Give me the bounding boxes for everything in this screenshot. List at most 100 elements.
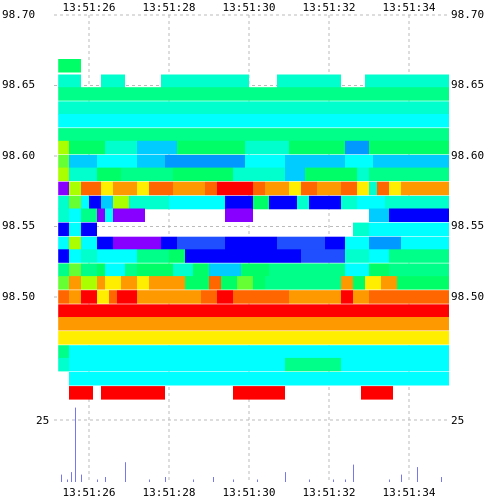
- heatmap-cell: [277, 236, 325, 251]
- y-tick-label-right: 98.50: [451, 290, 484, 303]
- heatmap-cell: [357, 181, 369, 196]
- heatmap-cell: [401, 236, 449, 251]
- heatmap-cell: [245, 154, 285, 169]
- heatmap-cell: [341, 276, 353, 290]
- volume-bars: [61, 407, 442, 482]
- heatmap-cell: [245, 140, 289, 155]
- volume-bar: [233, 479, 234, 482]
- heatmap-cell: [161, 74, 249, 88]
- heatmap-cell: [373, 154, 449, 169]
- heatmap-cell: [58, 276, 69, 290]
- heatmap-cell: [69, 386, 93, 400]
- heatmap-cell: [233, 290, 289, 304]
- volume-bar: [345, 479, 346, 482]
- heatmap-cell: [341, 181, 357, 196]
- heatmap-cell: [101, 74, 125, 88]
- heatmap-cell: [69, 154, 97, 169]
- heatmap-cell: [369, 222, 449, 237]
- heatmap-cell: [253, 181, 265, 196]
- x-tick-label-top: 13:51:34: [383, 1, 436, 14]
- heatmap-cell: [97, 167, 121, 182]
- heatmap-cell: [309, 195, 341, 210]
- heatmap-cell: [69, 372, 449, 386]
- x-tick-label-top: 13:51:32: [303, 1, 356, 14]
- heatmap-cell: [101, 181, 113, 196]
- heatmap-cell: [369, 140, 449, 155]
- heatmap-cell: [345, 236, 369, 251]
- heatmap-cell: [137, 249, 169, 263]
- heatmap-cell: [69, 290, 81, 304]
- heatmap-cell: [289, 140, 345, 155]
- volume-bar: [213, 477, 214, 482]
- x-tick-label-top: 13:51:28: [143, 1, 196, 14]
- heatmap-cell: [97, 236, 113, 251]
- heatmap-cell: [369, 167, 449, 182]
- heatmap-cell: [205, 181, 217, 196]
- heatmap-cell: [81, 263, 97, 277]
- volume-bar: [417, 467, 418, 482]
- volume-y-axis: 25 25: [36, 414, 464, 427]
- depth-heatmap: [58, 59, 449, 400]
- volume-y-tick-label-left: 25: [36, 414, 49, 427]
- heatmap-cell: [58, 236, 69, 251]
- heatmap-cell: [253, 276, 265, 290]
- heatmap-cell: [97, 208, 105, 222]
- volume-bar: [149, 479, 150, 482]
- heatmap-cell: [101, 195, 113, 210]
- volume-bar: [353, 464, 354, 482]
- heatmap-cell: [341, 195, 357, 210]
- x-tick-label-top: 13:51:26: [63, 1, 116, 14]
- heatmap-cell: [401, 181, 449, 196]
- x-tick-label-bottom: 13:51:30: [223, 486, 276, 499]
- heatmap-cell: [173, 167, 233, 182]
- volume-bar: [257, 479, 258, 482]
- heatmap-cell: [101, 386, 165, 400]
- heatmap-cell: [169, 195, 225, 210]
- heatmap-cell: [81, 236, 97, 251]
- heatmap-cell: [369, 181, 377, 196]
- heatmap-cell: [389, 208, 449, 222]
- heatmap-cell: [69, 167, 97, 182]
- heatmap-cell: [137, 276, 149, 290]
- heatmap-cell: [193, 263, 209, 277]
- volume-bar: [125, 462, 126, 482]
- heatmap-cell: [113, 181, 137, 196]
- heatmap-cell: [385, 195, 449, 210]
- heatmap-cell: [353, 222, 369, 237]
- heatmap-cell: [397, 276, 449, 290]
- heatmap-cell: [185, 276, 209, 290]
- volume-bar: [285, 472, 286, 482]
- heatmap-cell: [389, 181, 401, 196]
- heatmap-cell: [121, 276, 137, 290]
- heatmap-cell: [269, 195, 297, 210]
- y-tick-label-right: 98.65: [451, 78, 484, 91]
- heatmap-cell: [97, 276, 105, 290]
- heatmap-cell: [137, 263, 173, 277]
- heatmap-cell: [81, 290, 97, 304]
- heatmap-cell: [289, 290, 341, 304]
- heatmap-cell: [165, 154, 245, 169]
- volume-bar: [441, 477, 442, 482]
- heatmap-cell: [81, 208, 97, 222]
- heatmap-cell: [89, 195, 101, 210]
- heatmap-cell: [113, 236, 161, 251]
- heatmap-cell: [345, 249, 369, 263]
- heatmap-cell: [58, 59, 81, 73]
- heatmap-cell: [353, 276, 365, 290]
- volume-bar: [333, 479, 334, 482]
- heatmap-cell: [365, 74, 449, 88]
- heatmap-cell: [177, 140, 245, 155]
- x-axis-bottom: 13:51:26 13:51:28 13:51:30 13:51:32 13:5…: [63, 486, 436, 499]
- heatmap-cell: [161, 236, 177, 251]
- heatmap-cell: [217, 181, 253, 196]
- heatmap-cell: [345, 263, 369, 277]
- heatmap-cell: [369, 249, 389, 263]
- heatmap-cell: [113, 195, 129, 210]
- x-tick-label-bottom: 13:51:34: [383, 486, 436, 499]
- heatmap-cell: [97, 249, 137, 263]
- heatmap-cell: [285, 154, 345, 169]
- heatmap-cell: [225, 236, 277, 251]
- heatmap-cell: [58, 128, 449, 142]
- heatmap-cell: [58, 290, 69, 304]
- heatmap-cell: [58, 331, 449, 345]
